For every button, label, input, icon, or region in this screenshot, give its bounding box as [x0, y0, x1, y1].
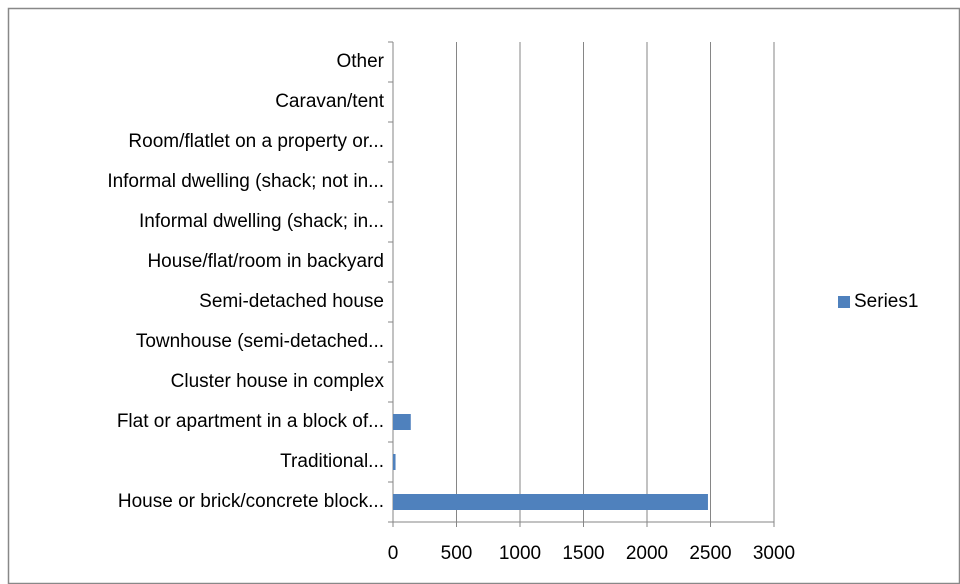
x-tick-label: 2000	[626, 543, 668, 564]
x-tick-label: 0	[388, 543, 399, 564]
x-tick-label: 3000	[753, 543, 795, 564]
y-tick-label: Other	[336, 51, 384, 72]
y-tick-label: Informal dwelling (shack; in...	[139, 211, 384, 232]
legend-swatch	[838, 296, 850, 308]
x-tick-label: 1000	[499, 543, 541, 564]
y-tick-label: Caravan/tent	[275, 91, 385, 112]
bar	[393, 454, 396, 470]
chart-frame	[7, 7, 960, 584]
y-tick-label: Informal dwelling (shack; not in...	[107, 171, 384, 192]
bar	[393, 414, 411, 430]
y-tick-label: Flat or apartment in a block of...	[117, 411, 384, 432]
y-tick-label: Room/flatlet on a property or...	[128, 131, 384, 152]
legend-label: Series1	[854, 291, 918, 312]
y-tick-label: House/flat/room in backyard	[147, 251, 384, 272]
y-tick-label: Cluster house in complex	[171, 371, 385, 392]
y-tick-label: Semi-detached house	[199, 291, 384, 312]
x-tick-label: 1500	[562, 543, 604, 564]
y-tick-label: Traditional...	[280, 451, 384, 472]
bar	[393, 494, 708, 510]
x-tick-label: 2500	[689, 543, 731, 564]
x-tick-label: 500	[441, 543, 473, 564]
y-tick-label: Townhouse (semi-detached...	[136, 331, 384, 352]
y-tick-label: House or brick/concrete block...	[118, 491, 384, 512]
